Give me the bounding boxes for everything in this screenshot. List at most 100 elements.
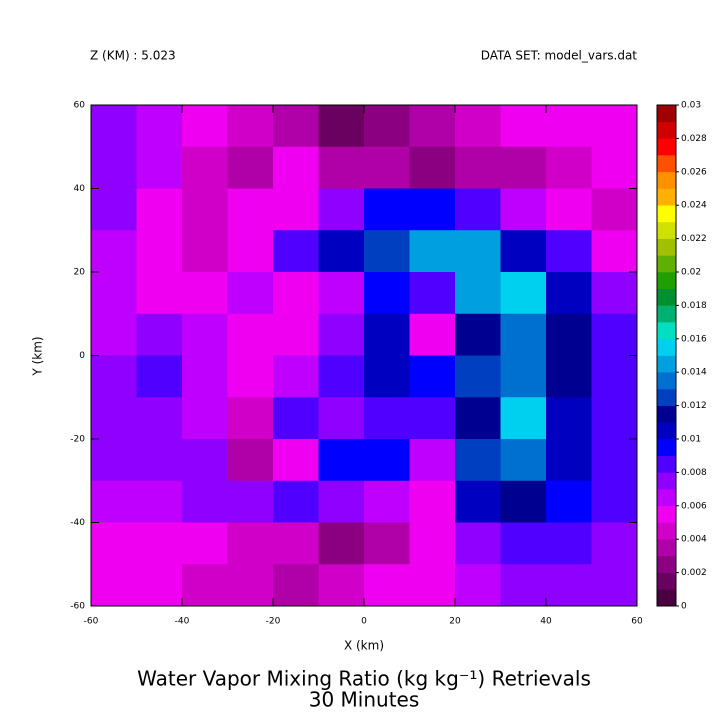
- colorbar-swatch: [657, 455, 676, 473]
- cell: [455, 105, 501, 148]
- cell: [364, 146, 410, 189]
- cell: [318, 355, 365, 398]
- cell: [409, 397, 456, 440]
- cell: [455, 146, 501, 189]
- colorbar-tick-label: 0.008: [681, 468, 707, 478]
- cell: [182, 355, 228, 398]
- colorbar-swatch: [657, 255, 676, 273]
- y-tick-label: -60: [70, 602, 85, 612]
- colorbar-swatch: [657, 589, 676, 607]
- cell: [500, 272, 547, 315]
- colorbar-swatch: [657, 472, 676, 490]
- cell: [364, 397, 410, 440]
- cell: [91, 105, 137, 148]
- colorbar-tick-label: 0.014: [681, 368, 707, 378]
- cell: [409, 313, 456, 356]
- cell: [227, 480, 274, 523]
- cell: [409, 355, 456, 398]
- cell: [455, 522, 501, 565]
- cell: [318, 522, 365, 565]
- cell: [364, 355, 410, 398]
- colorbar-tick-label: 0.002: [681, 568, 707, 578]
- colorbar-swatch: [657, 422, 676, 440]
- cell: [136, 272, 183, 315]
- cell: [364, 188, 410, 231]
- cell: [227, 230, 274, 273]
- cell: [546, 480, 592, 523]
- colorbar-swatch: [657, 272, 676, 289]
- header-left: Z (KM) : 5.023: [90, 49, 176, 63]
- cell: [409, 439, 456, 482]
- cell: [182, 230, 228, 273]
- colorbar-swatch: [657, 205, 676, 223]
- cell: [273, 105, 319, 148]
- cell: [273, 480, 319, 523]
- cell: [91, 313, 137, 356]
- colorbar-swatch: [657, 305, 676, 323]
- cell: [136, 439, 183, 482]
- cell: [91, 480, 137, 523]
- colorbar-tick-label: 0.03: [681, 101, 701, 111]
- cell: [591, 146, 637, 189]
- cell: [591, 272, 637, 315]
- cell: [500, 480, 547, 523]
- cell: [136, 105, 183, 148]
- cell: [182, 313, 228, 356]
- colorbar-swatch: [657, 505, 676, 523]
- cell: [546, 230, 592, 273]
- colorbar-frame: [656, 104, 677, 607]
- colorbar-swatch: [657, 171, 676, 189]
- cell: [182, 564, 228, 606]
- cell: [227, 522, 274, 565]
- cell: [455, 230, 501, 273]
- y-tick-label: 20: [74, 268, 86, 278]
- x-tick-label: -40: [175, 617, 190, 627]
- cell: [227, 564, 274, 606]
- cell: [409, 230, 456, 273]
- colorbar-tick-label: 0.022: [681, 234, 707, 244]
- cell: [409, 272, 456, 315]
- colorbar-swatch: [657, 338, 676, 356]
- cell: [591, 480, 637, 523]
- colorbar-tick-label: 0.028: [681, 134, 707, 144]
- cell: [136, 480, 183, 523]
- x-tick-label: 60: [631, 617, 643, 627]
- colorbar-swatch: [657, 238, 676, 256]
- cell: [591, 313, 637, 356]
- cell: [591, 105, 637, 148]
- cell: [227, 355, 274, 398]
- colorbar-swatch: [657, 405, 676, 423]
- cell: [182, 105, 228, 148]
- cell: [91, 272, 137, 315]
- cell: [591, 439, 637, 482]
- cell: [546, 105, 592, 148]
- cell: [227, 105, 274, 148]
- cell: [318, 397, 365, 440]
- cell: [546, 439, 592, 482]
- cell: [455, 313, 501, 356]
- cell: [136, 522, 183, 565]
- cell: [500, 439, 547, 482]
- x-tick-label: 0: [361, 617, 367, 627]
- cell: [455, 480, 501, 523]
- field: [91, 105, 637, 606]
- cell: [409, 480, 456, 523]
- cell: [591, 355, 637, 398]
- cell: [91, 522, 137, 565]
- cell: [318, 480, 365, 523]
- colorbar-swatch: [657, 555, 676, 573]
- cell: [227, 272, 274, 315]
- cell: [182, 146, 228, 189]
- colorbar-swatch: [657, 355, 676, 373]
- colorbar-tick-label: 0.026: [681, 167, 707, 177]
- cell: [182, 480, 228, 523]
- cell: [227, 313, 274, 356]
- cell: [182, 522, 228, 565]
- cell: [227, 397, 274, 440]
- cell: [409, 564, 456, 606]
- cell: [546, 355, 592, 398]
- cell: [364, 272, 410, 315]
- cell: [500, 188, 547, 231]
- cell: [591, 522, 637, 565]
- cell: [409, 522, 456, 565]
